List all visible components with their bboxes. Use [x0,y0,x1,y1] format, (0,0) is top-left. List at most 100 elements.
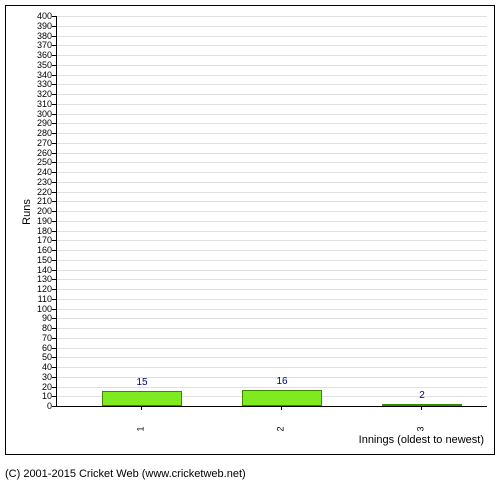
y-tick-mark [52,201,56,202]
bar-value-label: 2 [419,390,425,401]
bar [102,391,182,406]
gridline [57,328,487,329]
y-tick-label: 220 [22,187,52,197]
y-tick-mark [52,143,56,144]
gridline [57,104,487,105]
y-tick-label: 370 [22,40,52,50]
bar-value-label: 15 [136,377,147,388]
y-tick-label: 40 [22,362,52,372]
y-tick-label: 320 [22,89,52,99]
y-tick-label: 130 [22,274,52,284]
gridline [57,114,487,115]
y-tick-label: 270 [22,138,52,148]
x-axis-label: Innings (oldest to newest) [359,434,484,446]
gridline [57,289,487,290]
y-tick-mark [52,367,56,368]
gridline [57,162,487,163]
y-tick-label: 290 [22,118,52,128]
gridline [57,26,487,27]
gridline [57,367,487,368]
y-tick-mark [52,348,56,349]
gridline [57,279,487,280]
y-tick-label: 210 [22,196,52,206]
y-tick-label: 10 [22,391,52,401]
y-tick-mark [52,309,56,310]
y-tick-mark [52,211,56,212]
gridline [57,16,487,17]
gridline [57,309,487,310]
y-tick-mark [52,328,56,329]
gridline [57,94,487,95]
y-tick-label: 260 [22,148,52,158]
bar [242,390,322,406]
gridline [57,133,487,134]
gridline [57,45,487,46]
y-tick-mark [52,133,56,134]
y-tick-mark [52,16,56,17]
y-tick-mark [52,123,56,124]
y-tick-label: 20 [22,382,52,392]
gridline [57,201,487,202]
y-tick-mark [52,231,56,232]
chart-container: 15162 Runs Innings (oldest to newest) 01… [5,5,495,455]
y-tick-label: 360 [22,50,52,60]
y-tick-label: 340 [22,70,52,80]
y-tick-label: 160 [22,245,52,255]
y-tick-label: 190 [22,216,52,226]
y-tick-label: 120 [22,284,52,294]
y-tick-label: 80 [22,323,52,333]
x-tick-label: 3 [416,426,426,431]
gridline [57,123,487,124]
gridline [57,36,487,37]
y-tick-label: 400 [22,11,52,21]
gridline [57,357,487,358]
y-tick-mark [52,270,56,271]
y-tick-mark [52,396,56,397]
y-tick-mark [52,240,56,241]
y-tick-mark [52,75,56,76]
gridline [57,387,487,388]
y-tick-mark [52,26,56,27]
y-tick-mark [52,172,56,173]
y-tick-label: 330 [22,79,52,89]
gridline [57,377,487,378]
gridline [57,299,487,300]
y-tick-mark [52,338,56,339]
y-tick-label: 230 [22,177,52,187]
y-tick-mark [52,260,56,261]
y-tick-mark [52,182,56,183]
y-tick-label: 90 [22,313,52,323]
y-tick-mark [52,318,56,319]
y-tick-mark [52,289,56,290]
y-tick-mark [52,279,56,280]
y-tick-mark [52,377,56,378]
y-tick-label: 70 [22,333,52,343]
y-tick-label: 0 [22,401,52,411]
y-tick-label: 300 [22,109,52,119]
y-tick-label: 350 [22,60,52,70]
y-tick-mark [52,250,56,251]
x-tick-mark [141,406,142,410]
y-tick-label: 170 [22,235,52,245]
y-tick-label: 390 [22,21,52,31]
gridline [57,231,487,232]
y-tick-label: 50 [22,352,52,362]
y-tick-mark [52,55,56,56]
x-tick-label: 2 [276,426,286,431]
y-tick-label: 280 [22,128,52,138]
x-tick-label: 1 [136,426,146,431]
y-tick-label: 100 [22,304,52,314]
gridline [57,270,487,271]
x-tick-mark [281,406,282,410]
y-tick-label: 150 [22,255,52,265]
plot-area: 15162 [56,16,487,407]
gridline [57,250,487,251]
y-tick-label: 30 [22,372,52,382]
gridline [57,55,487,56]
y-tick-label: 310 [22,99,52,109]
y-tick-mark [52,357,56,358]
gridline [57,338,487,339]
y-tick-label: 380 [22,31,52,41]
gridline [57,143,487,144]
y-tick-label: 60 [22,343,52,353]
